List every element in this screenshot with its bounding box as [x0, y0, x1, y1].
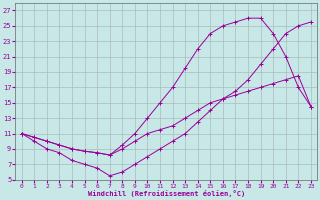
X-axis label: Windchill (Refroidissement éolien,°C): Windchill (Refroidissement éolien,°C): [88, 190, 245, 197]
